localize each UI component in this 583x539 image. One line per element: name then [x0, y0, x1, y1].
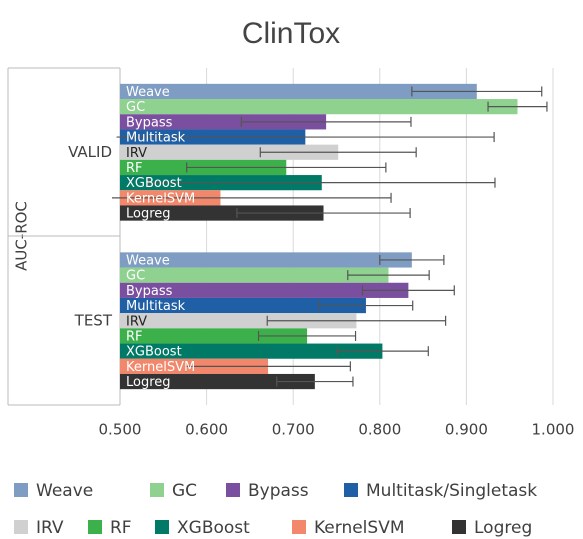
- y-tick-label: TEST: [74, 311, 113, 329]
- legend-swatch: [14, 483, 28, 497]
- legend-label: Logreg: [474, 518, 532, 538]
- chart-title: ClinTox: [242, 17, 340, 50]
- legend-swatch: [292, 520, 306, 534]
- bar: [120, 114, 327, 130]
- bar: [120, 282, 409, 298]
- bar-label: Logreg: [126, 375, 171, 390]
- bar: [120, 343, 383, 359]
- bar-label: IRV: [126, 146, 147, 161]
- bar-label: Multitask: [126, 299, 186, 314]
- bar: [120, 373, 315, 390]
- bar-label: KernelSVM: [126, 191, 195, 206]
- bar: [120, 83, 477, 100]
- bar-label: Weave: [126, 253, 170, 268]
- bar: [120, 144, 339, 160]
- bar-label: Multitask: [126, 131, 186, 146]
- legend-label: GC: [172, 481, 197, 501]
- bar-label: Weave: [126, 85, 170, 100]
- legend-swatch: [452, 520, 466, 534]
- legend-swatch: [14, 520, 28, 534]
- legend-label: KernelSVM: [314, 518, 405, 538]
- bar-label: GC: [126, 100, 145, 115]
- bar-label: GC: [126, 269, 145, 284]
- bar: [120, 297, 366, 314]
- bar-label: KernelSVM: [126, 360, 195, 375]
- bar: [120, 313, 357, 329]
- legend-label: Bypass: [248, 481, 309, 501]
- legend-swatch: [88, 520, 102, 534]
- bar: [120, 328, 308, 344]
- legend-swatch: [155, 520, 169, 534]
- legend-swatch: [150, 483, 164, 497]
- x-tick-label: 0.800: [358, 421, 401, 439]
- y-tick-label: VALID: [68, 143, 112, 161]
- legend-swatch: [344, 483, 358, 497]
- bar-label: Bypass: [126, 284, 173, 299]
- bar-label: RF: [126, 329, 143, 344]
- bar-label: XGBoost: [126, 176, 182, 191]
- bar-label: XGBoost: [126, 345, 182, 360]
- bar: [120, 252, 412, 268]
- bar: [120, 267, 389, 283]
- bar-label: IRV: [126, 314, 147, 329]
- x-tick-label: 0.600: [185, 421, 228, 439]
- bar-label: Bypass: [126, 115, 173, 130]
- legend-label: Weave: [36, 481, 93, 501]
- legend-label: Multitask/Singletask: [366, 481, 537, 501]
- legend-swatch: [226, 483, 240, 497]
- x-tick-label: 0.700: [272, 421, 315, 439]
- legend-label: IRV: [36, 518, 64, 538]
- bar-label: RF: [126, 161, 143, 176]
- legend-label: RF: [110, 518, 132, 538]
- x-tick-label: 1.000: [532, 421, 575, 439]
- x-tick-label: 0.500: [99, 421, 142, 439]
- x-tick-label: 0.900: [445, 421, 488, 439]
- legend-label: XGBoost: [177, 518, 250, 538]
- bar: [120, 99, 518, 115]
- bar-label: Logreg: [126, 207, 171, 222]
- bar: [120, 205, 324, 221]
